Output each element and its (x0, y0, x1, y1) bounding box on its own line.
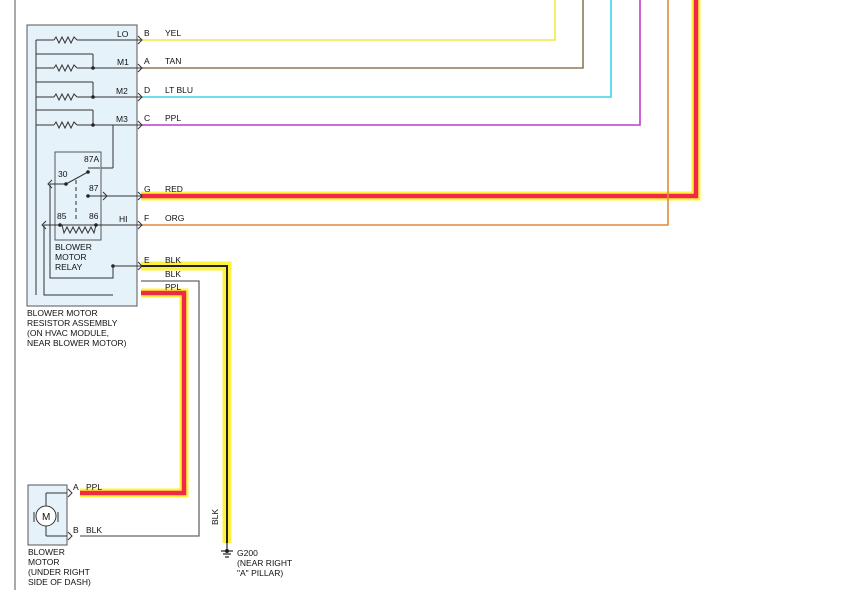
lower-wire-ppl-label: PPL (165, 282, 181, 292)
relay-internals (43, 167, 141, 296)
pin-a-label: A (144, 56, 150, 66)
ground-desc-2: "A" PILLAR) (237, 568, 283, 578)
terminal-m3-label: M3 (116, 114, 128, 124)
red-wire-highlight (141, 0, 701, 201)
wire-yel-label: YEL (165, 28, 181, 38)
pin-d-label: D (144, 85, 150, 95)
motor-pin-a-label: A (73, 482, 79, 492)
pin-f-label: F (144, 213, 149, 223)
wire-lt-blu (141, 0, 612, 98)
ppl-motor-wire-core (80, 290, 187, 496)
wire-tan (141, 0, 584, 69)
resistor-2 (36, 53, 141, 73)
ground-desc-1: (NEAR RIGHT (237, 558, 292, 568)
vertical-blk-label: BLK (210, 509, 220, 525)
pin-g-label: G (144, 184, 151, 194)
wire-lt-blu-label: LT BLU (165, 85, 193, 95)
resistor-assembly-name-4: NEAR BLOWER MOTOR) (27, 338, 127, 348)
ground-dot (225, 549, 229, 553)
red-wire-core (141, 0, 699, 199)
ground-id-label: G200 (237, 548, 258, 558)
blower-motor-name-2: MOTOR (28, 557, 59, 567)
relay-pin-85: 85 (57, 211, 67, 221)
lower-wire-blk-label: BLK (165, 269, 181, 279)
resistor-4 (36, 109, 141, 169)
blower-motor-name-3: (UNDER RIGHT (28, 567, 90, 577)
resistor-1 (36, 35, 141, 45)
wire-org-label: ORG (165, 213, 184, 223)
relay-name-3: RELAY (55, 262, 83, 272)
wire-blk-ground (141, 265, 228, 543)
motor-symbol-letter: M (42, 512, 50, 523)
wire-org (141, 0, 669, 226)
terminal-m2-label: M2 (116, 86, 128, 96)
relay-pin-30: 30 (58, 169, 68, 179)
wire-blk-label: BLK (165, 255, 181, 265)
relay-name-1: BLOWER (55, 242, 92, 252)
resistor-ladder (35, 35, 141, 295)
wire-red-label: RED (165, 184, 183, 194)
resistor-assembly-name-2: RESISTOR ASSEMBLY (27, 318, 118, 328)
wire-ppl (141, 0, 641, 126)
pin-e-label: E (144, 255, 150, 265)
wire-yel (141, 0, 556, 41)
signal-wires (80, 0, 669, 543)
blower-motor-symbol (33, 488, 73, 541)
connector-arrows (41, 35, 143, 271)
wire-ppl-label: PPL (165, 113, 181, 123)
blower-motor-name-1: BLOWER (28, 547, 65, 557)
motor-pin-a-wire-label: PPL (86, 482, 102, 492)
resistor-assembly-name-3: (ON HVAC MODULE, (27, 328, 109, 338)
pin-b-label: B (144, 28, 150, 38)
relay-pin-87: 87 (89, 183, 99, 193)
resistor-3 (36, 81, 141, 102)
relay-name-2: MOTOR (55, 252, 86, 262)
relay-pin-87a: 87A (84, 154, 99, 164)
terminal-m1-label: M1 (117, 57, 129, 67)
relay-pin-86: 86 (89, 211, 99, 221)
relay-pin-dots (58, 170, 98, 227)
motor-pin-b-wire-label: BLK (86, 525, 102, 535)
wire-blk-motor (80, 280, 200, 537)
highlight-layer (80, 0, 701, 543)
wire-tan-label: TAN (165, 56, 181, 66)
blower-motor-name-4: SIDE OF DASH) (28, 577, 91, 587)
terminal-lo-label: LO (117, 29, 129, 39)
terminal-hi-label: HI (119, 214, 128, 224)
motor-pin-b-label: B (73, 525, 79, 535)
pin-c-label: C (144, 113, 150, 123)
resistor-assembly-name-1: BLOWER MOTOR (27, 308, 98, 318)
